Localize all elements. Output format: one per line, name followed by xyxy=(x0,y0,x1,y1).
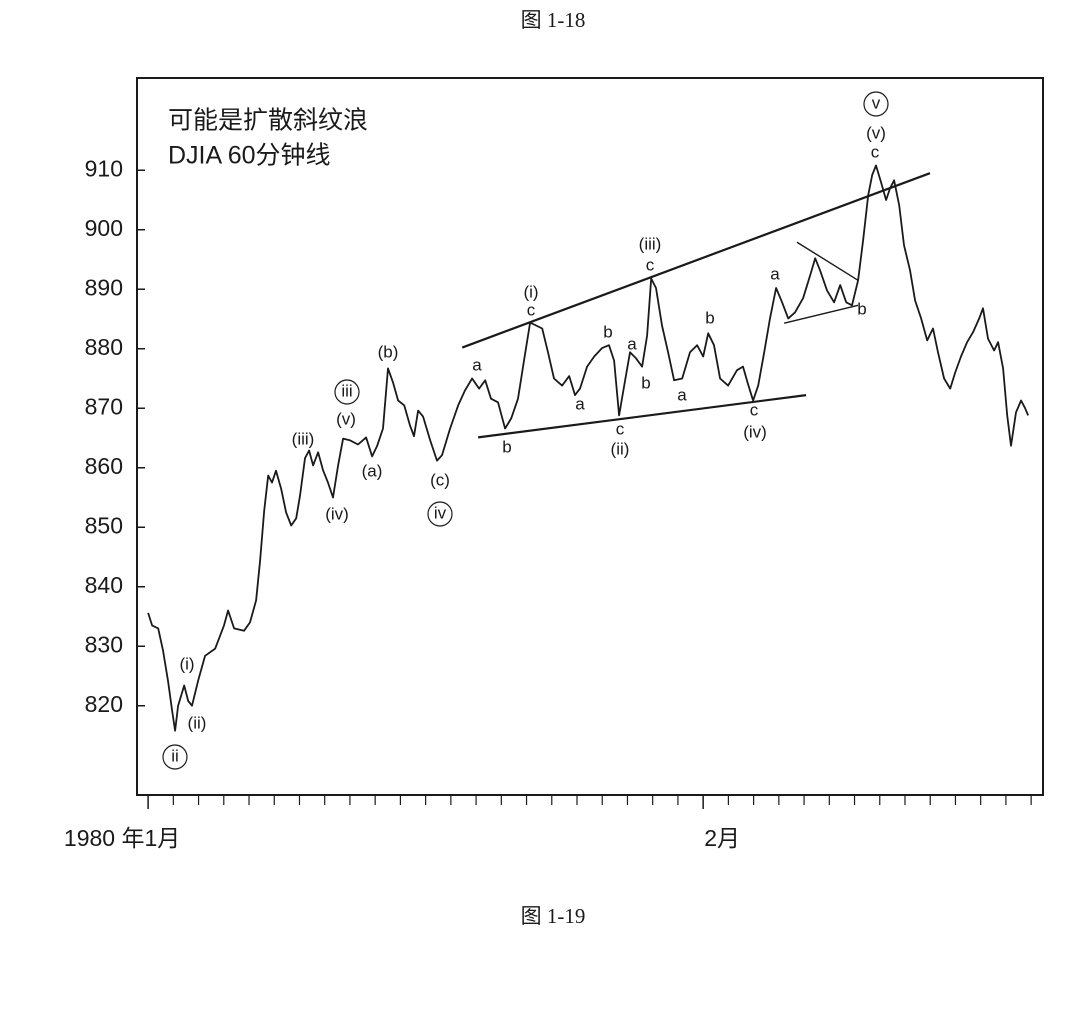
y-tick-label: 820 xyxy=(85,691,123,717)
wave-label: a xyxy=(472,355,482,374)
annotation-circle xyxy=(162,744,188,770)
trend-line xyxy=(477,394,807,439)
wave-label: (iii) xyxy=(292,429,315,448)
y-tick-label: 830 xyxy=(85,631,123,657)
y-tick-label: 880 xyxy=(85,334,123,360)
wave-label: b xyxy=(603,322,612,341)
wave-label: iii xyxy=(341,381,352,400)
wave-label: (ii) xyxy=(611,439,630,458)
y-tick-label: 850 xyxy=(85,512,123,538)
chart-title: 可能是扩散斜纹浪 xyxy=(168,107,368,135)
wave-label: b xyxy=(502,437,511,456)
wave-label: (iv) xyxy=(743,422,767,441)
figure-caption: 图 1-19 xyxy=(521,904,586,928)
x-tick-label: 2月 xyxy=(704,825,740,851)
annotation-circle xyxy=(863,91,889,117)
wave-label: c xyxy=(527,300,536,319)
y-tick-label: 840 xyxy=(85,572,123,598)
wave-label: (b) xyxy=(378,342,399,361)
wave-label: c xyxy=(871,142,880,161)
wave-label: (a) xyxy=(362,461,383,480)
wave-label: a xyxy=(575,394,585,413)
wave-label: b xyxy=(705,308,714,327)
wave-label: (i) xyxy=(523,282,538,301)
annotation-circle xyxy=(427,501,453,527)
wave-label: c xyxy=(616,419,625,438)
wave-label: ii xyxy=(171,746,179,765)
annotation-circle xyxy=(334,379,360,405)
wave-label: (v) xyxy=(866,123,886,142)
trend-line xyxy=(461,172,931,349)
y-tick-label: 910 xyxy=(85,155,123,181)
wave-label: a xyxy=(770,264,780,283)
chart-subtitle: DJIA 60分钟线 xyxy=(168,142,331,170)
trend-line xyxy=(783,304,859,324)
plot-frame xyxy=(136,77,1044,796)
x-tick-label: 1980 年1月 xyxy=(64,825,180,851)
wave-label: b xyxy=(857,299,866,318)
wave-label: a xyxy=(627,334,637,353)
wave-label: b xyxy=(641,373,650,392)
y-tick-label: 860 xyxy=(85,453,123,479)
wave-label: (v) xyxy=(336,409,356,428)
y-tick-label: 870 xyxy=(85,393,123,419)
wave-label: iv xyxy=(434,503,447,522)
wave-label: v xyxy=(872,93,881,112)
price-line xyxy=(147,164,1029,732)
wave-label: (i) xyxy=(179,654,194,673)
y-tick-label: 900 xyxy=(85,215,123,241)
wave-label: (c) xyxy=(430,470,450,489)
wave-label: a xyxy=(677,385,687,404)
wave-label: (iii) xyxy=(639,234,662,253)
wave-label: c xyxy=(646,255,655,274)
wave-label: c xyxy=(750,400,759,419)
wave-label: (ii) xyxy=(188,713,207,732)
figure-caption-top: 图 1-18 xyxy=(521,8,586,32)
trend-line xyxy=(796,241,859,281)
wave-label: (iv) xyxy=(325,504,349,523)
y-tick-label: 890 xyxy=(85,274,123,300)
